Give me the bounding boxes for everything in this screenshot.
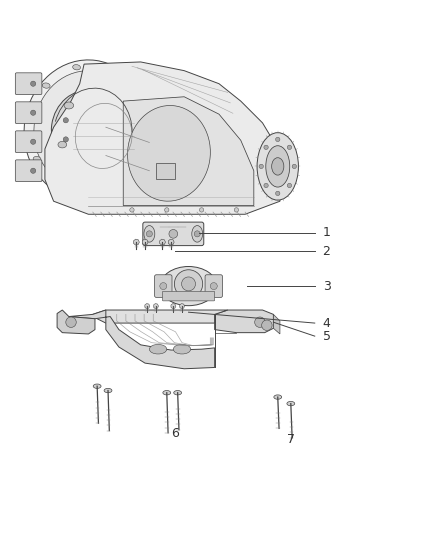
Ellipse shape — [192, 225, 203, 242]
Circle shape — [261, 320, 272, 330]
Ellipse shape — [173, 344, 191, 354]
Polygon shape — [57, 310, 95, 334]
Ellipse shape — [272, 158, 284, 175]
Circle shape — [130, 208, 134, 212]
Ellipse shape — [93, 384, 101, 389]
Polygon shape — [142, 239, 148, 245]
Ellipse shape — [58, 141, 67, 148]
Circle shape — [276, 137, 280, 142]
FancyBboxPatch shape — [15, 160, 42, 182]
Ellipse shape — [182, 277, 195, 291]
Ellipse shape — [33, 156, 41, 161]
Polygon shape — [69, 310, 215, 369]
FancyBboxPatch shape — [155, 275, 172, 297]
Circle shape — [31, 168, 36, 173]
FancyBboxPatch shape — [156, 163, 176, 180]
Polygon shape — [93, 310, 228, 323]
Circle shape — [199, 208, 204, 212]
Polygon shape — [45, 62, 280, 214]
Circle shape — [287, 145, 292, 149]
Ellipse shape — [174, 270, 203, 298]
Circle shape — [165, 208, 169, 212]
Circle shape — [254, 317, 265, 327]
Ellipse shape — [138, 135, 145, 141]
FancyBboxPatch shape — [162, 292, 215, 301]
Polygon shape — [215, 310, 273, 333]
Ellipse shape — [51, 90, 121, 168]
Polygon shape — [123, 97, 254, 206]
Circle shape — [31, 139, 36, 144]
Ellipse shape — [58, 183, 66, 189]
Ellipse shape — [34, 71, 138, 188]
FancyBboxPatch shape — [15, 73, 42, 94]
Ellipse shape — [107, 70, 115, 75]
Ellipse shape — [274, 395, 282, 399]
FancyBboxPatch shape — [15, 131, 42, 152]
Circle shape — [292, 164, 297, 168]
Ellipse shape — [287, 401, 295, 406]
Ellipse shape — [149, 344, 167, 354]
Ellipse shape — [27, 118, 35, 123]
Text: 3: 3 — [322, 280, 330, 293]
Circle shape — [264, 145, 268, 149]
Polygon shape — [134, 239, 139, 245]
Text: 5: 5 — [322, 329, 331, 343]
Circle shape — [259, 164, 263, 168]
Ellipse shape — [24, 60, 148, 199]
Text: 4: 4 — [322, 317, 330, 329]
Polygon shape — [171, 304, 176, 309]
Ellipse shape — [160, 266, 217, 305]
Ellipse shape — [73, 64, 81, 70]
Ellipse shape — [123, 171, 130, 176]
Circle shape — [276, 191, 280, 196]
Ellipse shape — [42, 83, 50, 88]
Text: 2: 2 — [322, 245, 330, 258]
Polygon shape — [168, 239, 174, 245]
Circle shape — [169, 230, 178, 238]
Ellipse shape — [131, 97, 139, 102]
FancyBboxPatch shape — [15, 102, 42, 124]
Circle shape — [63, 118, 68, 123]
Polygon shape — [273, 314, 280, 334]
Circle shape — [160, 282, 167, 289]
Circle shape — [66, 317, 76, 327]
Circle shape — [63, 137, 68, 142]
Ellipse shape — [144, 225, 155, 242]
Circle shape — [194, 231, 200, 237]
Polygon shape — [154, 304, 159, 309]
Circle shape — [264, 183, 268, 188]
Polygon shape — [145, 304, 150, 309]
Ellipse shape — [92, 189, 100, 194]
Text: 1: 1 — [322, 226, 330, 239]
Ellipse shape — [163, 391, 171, 395]
Polygon shape — [180, 304, 185, 309]
Ellipse shape — [266, 146, 290, 187]
Ellipse shape — [127, 106, 210, 201]
FancyBboxPatch shape — [143, 222, 204, 246]
Circle shape — [31, 81, 36, 86]
Ellipse shape — [174, 391, 182, 395]
Ellipse shape — [257, 133, 298, 200]
Polygon shape — [160, 239, 166, 245]
Circle shape — [210, 282, 217, 289]
Ellipse shape — [64, 102, 74, 109]
Circle shape — [234, 208, 239, 212]
Circle shape — [146, 231, 152, 237]
Ellipse shape — [104, 389, 112, 393]
FancyBboxPatch shape — [205, 275, 223, 297]
Text: 7: 7 — [287, 433, 295, 446]
Text: 6: 6 — [172, 427, 180, 440]
Circle shape — [31, 110, 36, 115]
Circle shape — [287, 183, 292, 188]
